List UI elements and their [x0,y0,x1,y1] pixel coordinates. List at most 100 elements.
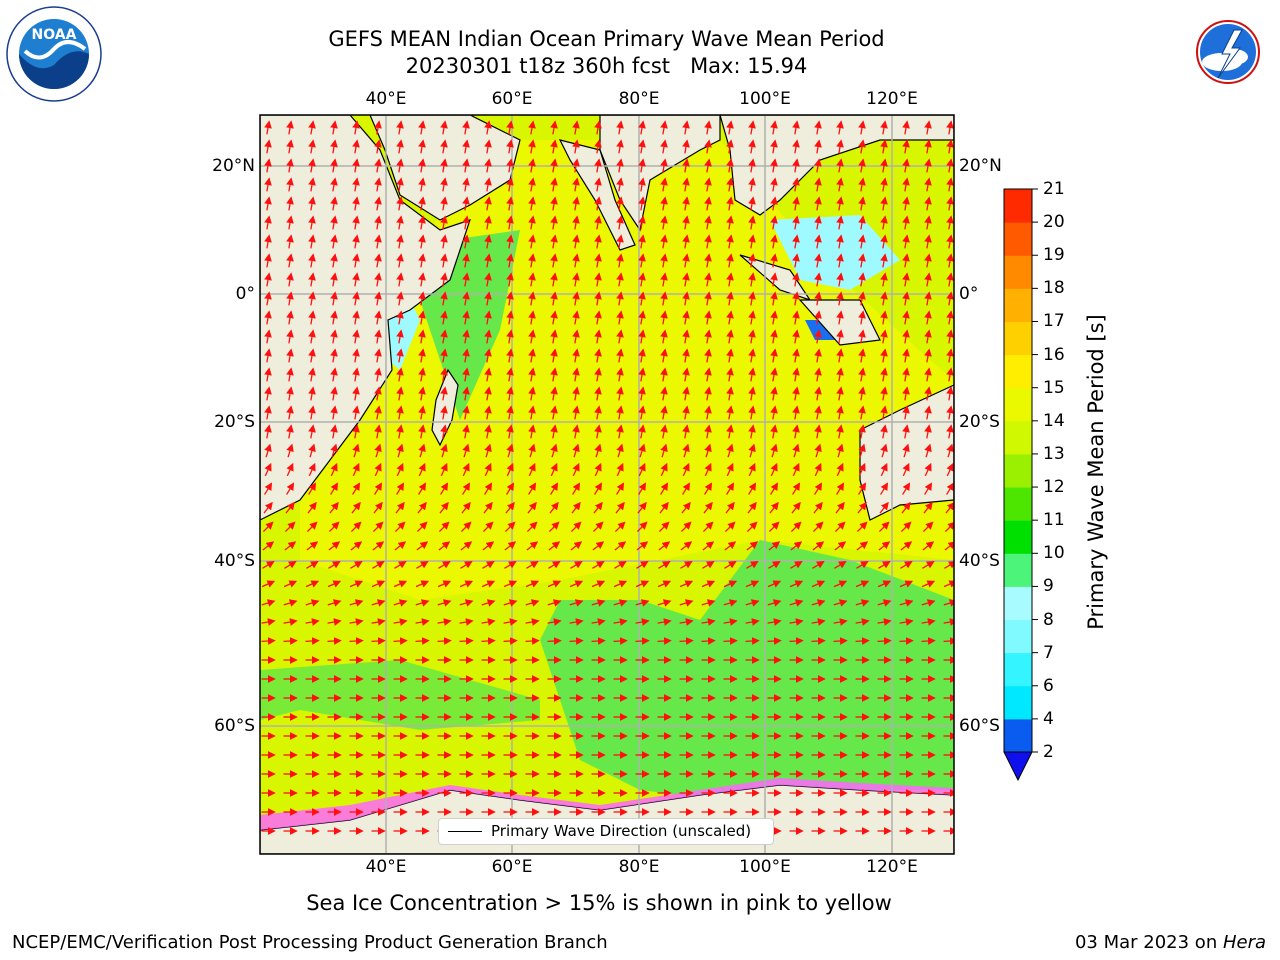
wave-direction-arrow [418,253,426,268]
wave-direction-arrow [286,177,294,192]
wave-direction-arrow [682,348,690,363]
wave-direction-arrow [396,139,404,154]
wave-direction-arrow [814,424,822,439]
wave-direction-arrow [924,443,932,458]
wave-direction-arrow [946,482,954,495]
wave-direction-arrow [264,443,272,458]
wave-direction-arrow [638,196,646,211]
wave-direction-arrow [636,560,649,569]
colorbar-level-label: 11 [1043,510,1065,531]
wave-direction-arrow [726,386,734,401]
wave-direction-arrow [902,291,910,306]
wave-direction-arrow [506,215,514,230]
wave-direction-arrow [418,482,427,495]
wave-direction-arrow [726,367,734,382]
wave-direction-arrow [614,560,627,569]
wave-direction-arrow [924,424,932,439]
wave-direction-arrow [484,424,492,439]
wave-direction-arrow [726,139,734,154]
map-subtitle: 20230301 t18z 360h fcst Max: 15.94 [405,54,808,78]
wave-direction-arrow [440,329,448,344]
lat-label-left: 20°N [212,156,255,176]
wave-direction-arrow [440,158,448,173]
wave-direction-arrow [855,618,870,626]
wave-direction-arrow [679,580,694,588]
wave-direction-arrow [374,253,382,268]
legend-label: Primary Wave Direction (unscaled) [491,822,752,840]
wave-direction-arrow [440,196,448,211]
wave-direction-arrow [352,367,360,382]
wave-direction-arrow [569,637,584,645]
wave-direction-arrow [748,234,756,249]
wave-direction-arrow [286,291,294,306]
wave-direction-arrow [682,386,690,401]
wave-direction-arrow [284,541,297,551]
wave-direction-arrow [526,560,539,569]
wave-direction-arrow [352,462,360,477]
wave-direction-arrow [484,253,492,268]
wave-direction-arrow [262,521,274,533]
wave-direction-arrow [924,158,932,173]
wave-direction-arrow [946,367,954,382]
wave-direction-arrow [264,120,272,135]
wave-direction-arrow [484,482,493,495]
wave-direction-arrow [528,196,536,211]
wave-direction-arrow [506,120,514,135]
wave-direction-arrow [878,560,891,569]
wave-direction-arrows [261,120,954,835]
wave-direction-arrow [264,462,272,477]
wave-direction-arrow [484,386,492,401]
wave-direction-arrow [330,120,338,135]
wave-direction-arrow [858,215,866,230]
wave-direction-arrow [660,462,668,477]
wave-direction-arrow [330,291,338,306]
wave-direction-arrow [922,521,934,533]
wave-direction-arrow [591,618,606,626]
colorbar-segment [1004,387,1032,422]
wave-direction-arrow [726,215,734,230]
wave-direction-arrow [748,310,756,325]
wave-direction-arrow [352,215,360,230]
wave-direction-arrow [616,310,624,325]
wave-direction-arrow [814,139,822,154]
wave-direction-arrow [836,443,844,458]
wave-direction-arrow [660,348,668,363]
wave-direction-arrow [286,348,294,363]
wave-direction-arrow [704,272,712,287]
wave-direction-arrow [636,521,648,533]
wave-direction-arrow [638,177,646,192]
wave-direction-arrow [858,443,866,458]
wave-direction-arrow [792,196,800,211]
wave-direction-arrow [283,618,298,626]
lat-label-right: 0° [959,284,979,304]
wave-direction-arrow [528,443,536,458]
wave-direction-arrow [418,424,426,439]
wave-direction-arrow [396,462,404,477]
wave-direction-arrow [660,405,668,420]
wave-direction-arrow [880,215,888,230]
wave-direction-arrow [701,599,716,607]
wave-direction-arrow [814,367,822,382]
wave-direction-arrow [682,253,690,268]
wave-direction-arrow [682,215,690,230]
wave-direction-arrow [305,599,320,607]
wave-direction-arrow [924,405,932,420]
lat-label-right: 20°N [959,156,1002,176]
wave-direction-arrow [528,329,536,344]
wave-direction-arrow [704,386,712,401]
wave-direction-arrow [901,501,911,514]
wave-direction-arrow [415,618,430,626]
wave-direction-arrow [308,405,316,420]
wave-direction-arrow [726,482,735,495]
colorbar-segment [1004,553,1032,587]
colorbar-level-label: 13 [1043,443,1065,464]
wave-direction-arrow [572,158,580,173]
wave-direction-arrow [308,196,316,211]
wave-direction-arrow [418,272,426,287]
wave-direction-arrow [946,386,954,401]
wave-direction-arrow [484,367,492,382]
wave-direction-arrow [594,348,602,363]
wave-direction-arrow [437,599,452,607]
wave-direction-arrow [550,253,558,268]
wave-direction-arrow [814,158,822,173]
